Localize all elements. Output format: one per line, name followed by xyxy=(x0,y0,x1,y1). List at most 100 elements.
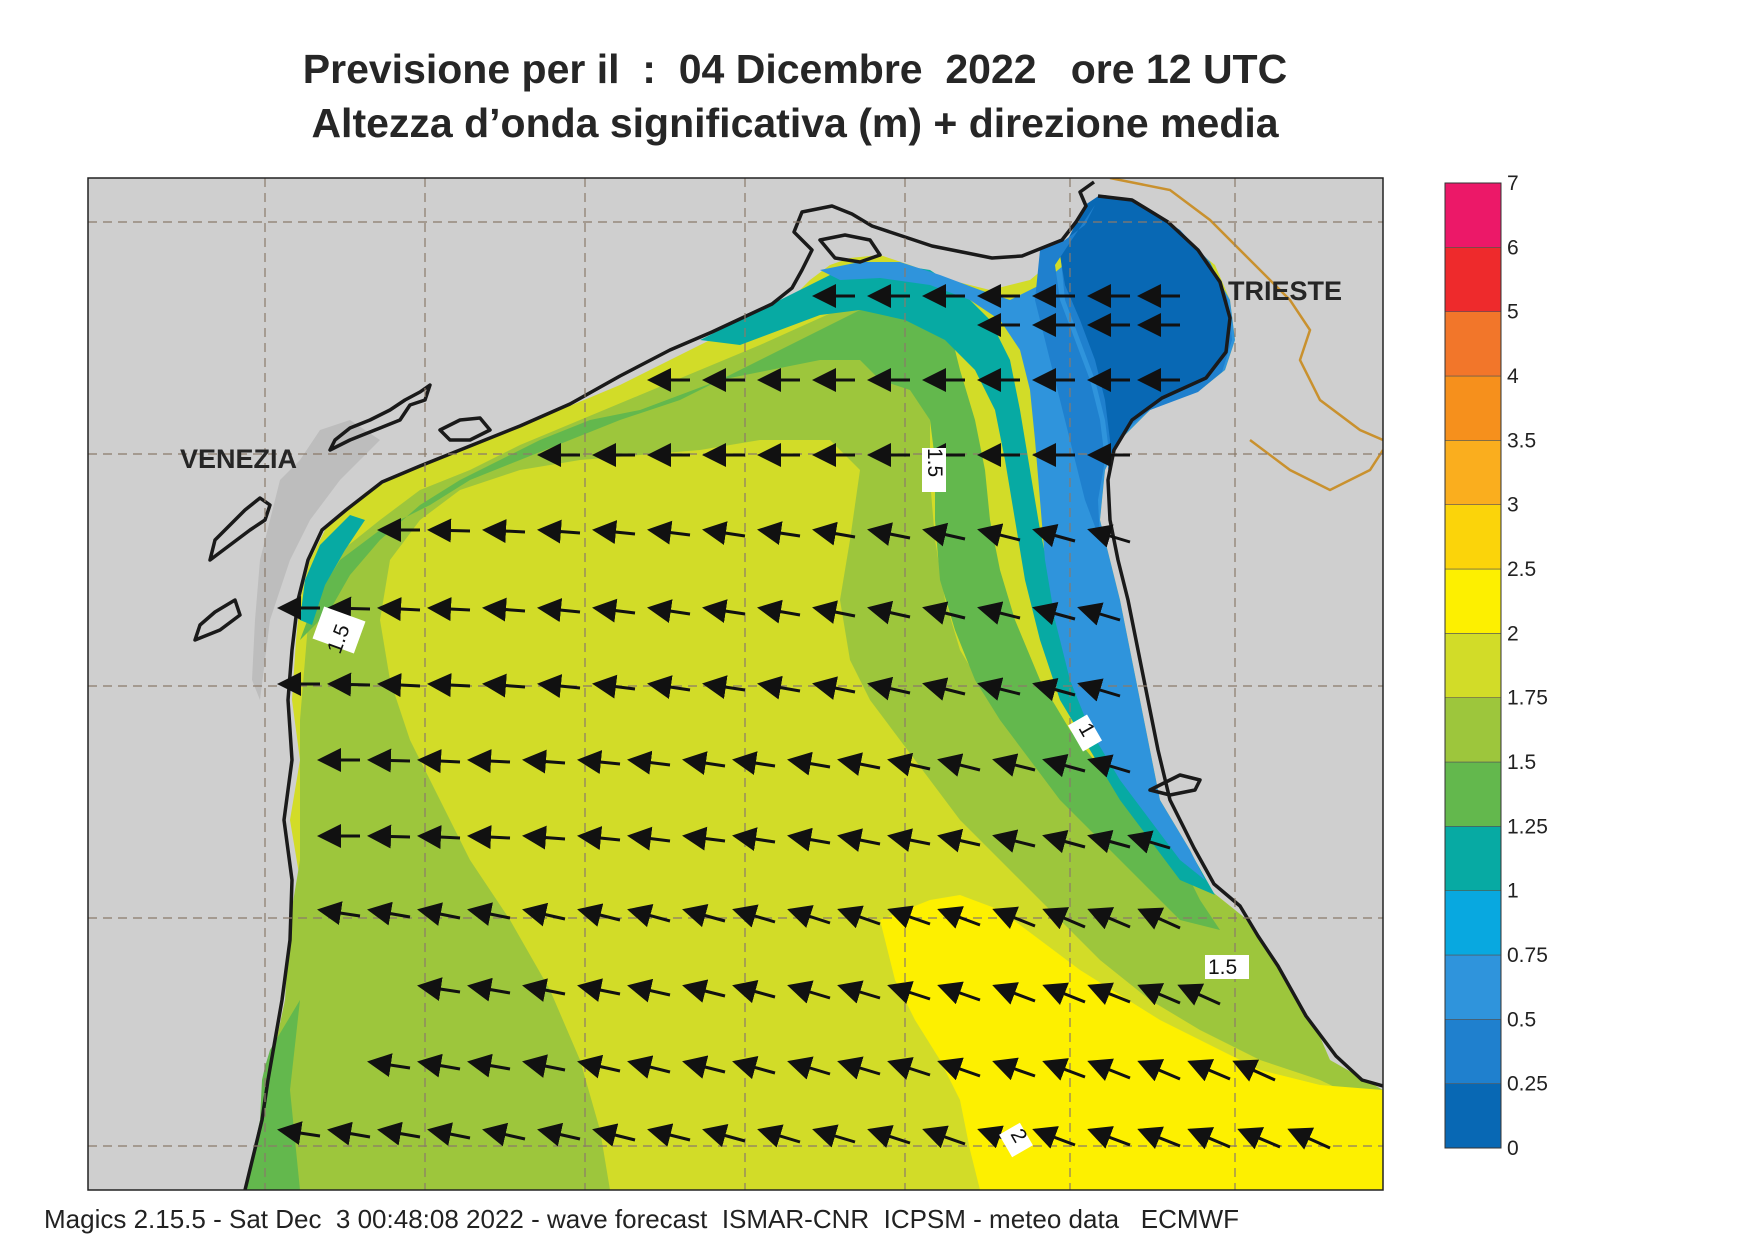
legend-swatch xyxy=(1444,504,1502,570)
wave-direction-arrow xyxy=(1042,753,1086,778)
legend-tick-label: 0.5 xyxy=(1507,1008,1536,1031)
wave-direction-arrow xyxy=(867,676,911,701)
wave-direction-arrow xyxy=(887,1057,931,1080)
wave-direction-arrow xyxy=(647,599,691,623)
wave-direction-arrow xyxy=(537,519,581,544)
wave-direction-arrow xyxy=(682,903,726,928)
legend-tick-label: 2.5 xyxy=(1507,558,1536,581)
wave-direction-arrow xyxy=(787,751,831,776)
wave-direction-arrow xyxy=(537,598,581,623)
footer-credits: Magics 2.15.5 - Sat Dec 3 00:48:08 2022 … xyxy=(44,1204,1239,1234)
wave-direction-arrow xyxy=(757,675,801,700)
wave-direction-arrow xyxy=(812,676,856,700)
wave-direction-arrow xyxy=(417,1053,461,1078)
wave-direction-arrow xyxy=(367,1053,411,1077)
wave-direction-arrow xyxy=(1287,1127,1331,1150)
wave-direction-arrow xyxy=(922,522,966,547)
wave-direction-arrow xyxy=(627,903,671,928)
wave-direction-arrow xyxy=(1087,982,1131,1005)
wave-direction-arrow xyxy=(977,677,1021,701)
wave-direction-arrow xyxy=(1077,602,1121,626)
wave-direction-arrow xyxy=(1087,829,1131,854)
map-frame xyxy=(87,177,1384,1191)
wave-direction-arrow xyxy=(522,978,566,1002)
wave-direction-arrow xyxy=(937,828,981,853)
wave-direction-arrow xyxy=(732,827,776,851)
wave-direction-arrow xyxy=(887,981,931,1004)
wave-direction-arrow xyxy=(1042,982,1086,1005)
wave-direction-arrow xyxy=(992,829,1036,853)
wave-direction-arrow xyxy=(732,751,776,775)
contour-label: 1.5 xyxy=(923,448,946,477)
wave-direction-arrow xyxy=(522,825,566,850)
wave-direction-arrow xyxy=(1032,677,1076,702)
city-label-trieste: TRIESTE xyxy=(1228,276,1342,306)
legend-swatch xyxy=(1444,247,1502,312)
wave-direction-arrow xyxy=(922,677,966,701)
legend-tick-label: 1 xyxy=(1507,880,1519,903)
wave-direction-arrow xyxy=(627,1055,671,1079)
legend-tick-label: 6 xyxy=(1507,236,1519,259)
wave-direction-arrow xyxy=(417,902,461,926)
wave-direction-arrow xyxy=(627,978,671,1003)
wave-direction-arrow xyxy=(277,1121,321,1145)
wave-direction-arrow xyxy=(682,751,726,775)
contour-label: 1.5 xyxy=(1208,956,1237,979)
legend-swatch xyxy=(1444,826,1502,891)
wave-direction-arrow xyxy=(1137,1126,1181,1149)
wave-direction-arrow xyxy=(702,1123,746,1148)
wave-direction-arrow xyxy=(867,1125,911,1148)
wave-direction-arrow xyxy=(1187,1127,1231,1150)
wave-direction-arrow xyxy=(937,981,981,1005)
wave-direction-arrow xyxy=(1042,829,1086,854)
wave-direction-arrow xyxy=(367,901,411,926)
forecast-subtitle: Altezza d’onda significativa (m) + direz… xyxy=(311,100,1279,146)
wave-direction-arrow xyxy=(787,1056,831,1080)
wave-direction-arrow xyxy=(1087,754,1131,778)
wave-direction-arrow xyxy=(592,520,636,545)
wave-direction-arrow xyxy=(682,826,726,851)
wave-direction-arrow xyxy=(812,1124,856,1148)
wave-direction-arrow xyxy=(592,598,636,623)
wave-direction-arrow xyxy=(1137,1059,1181,1082)
wave-direction-arrow xyxy=(702,675,746,699)
wave-direction-arrow xyxy=(867,600,911,625)
legend-swatch xyxy=(1444,697,1502,763)
wave-direction-arrow xyxy=(427,518,471,543)
wave-direction-arrow xyxy=(522,1054,566,1078)
wave-direction-arrow xyxy=(377,1121,421,1146)
wave-direction-arrow xyxy=(577,750,621,775)
wave-direction-arrow xyxy=(1137,983,1181,1006)
wave-direction-arrow xyxy=(1237,1127,1281,1150)
wave-direction-arrow xyxy=(1032,523,1076,548)
wave-direction-arrow xyxy=(367,824,411,849)
wave-direction-arrow xyxy=(887,905,931,929)
forecast-title: Previsione per il : 04 Dicembre 2022 ore… xyxy=(302,46,1288,92)
wave-direction-arrow xyxy=(992,982,1036,1005)
wave-direction-arrow xyxy=(867,522,911,546)
wave-direction-arrow xyxy=(992,1057,1036,1081)
wave-direction-arrow xyxy=(482,519,526,544)
legend-tick-label: 1.25 xyxy=(1507,815,1548,838)
wave-direction-arrow xyxy=(732,904,776,928)
wave-direction-arrow xyxy=(1087,1126,1131,1149)
wave-direction-arrow xyxy=(812,600,856,624)
legend-tick-label: 1.5 xyxy=(1507,751,1536,774)
wave-direction-arrow xyxy=(682,1055,726,1079)
legend-frame xyxy=(1444,182,1502,1149)
wave-direction-arrow xyxy=(757,521,801,545)
wave-direction-arrow xyxy=(522,902,566,927)
wave-direction-arrow xyxy=(732,979,776,1004)
legend-swatch xyxy=(1444,954,1502,1020)
wave-direction-arrow xyxy=(377,597,421,622)
wave-direction-arrow xyxy=(327,596,371,621)
wave-direction-arrow xyxy=(482,1122,526,1147)
legend-swatch xyxy=(1444,890,1502,956)
wave-direction-arrow xyxy=(367,748,411,773)
legend-tick-label: 4 xyxy=(1507,365,1519,388)
wave-direction-arrow xyxy=(977,523,1021,547)
wave-direction-arrow xyxy=(887,752,931,777)
wave-direction-arrow xyxy=(537,1122,581,1147)
wave-direction-arrow xyxy=(837,828,881,852)
wave-direction-arrow xyxy=(327,672,371,697)
